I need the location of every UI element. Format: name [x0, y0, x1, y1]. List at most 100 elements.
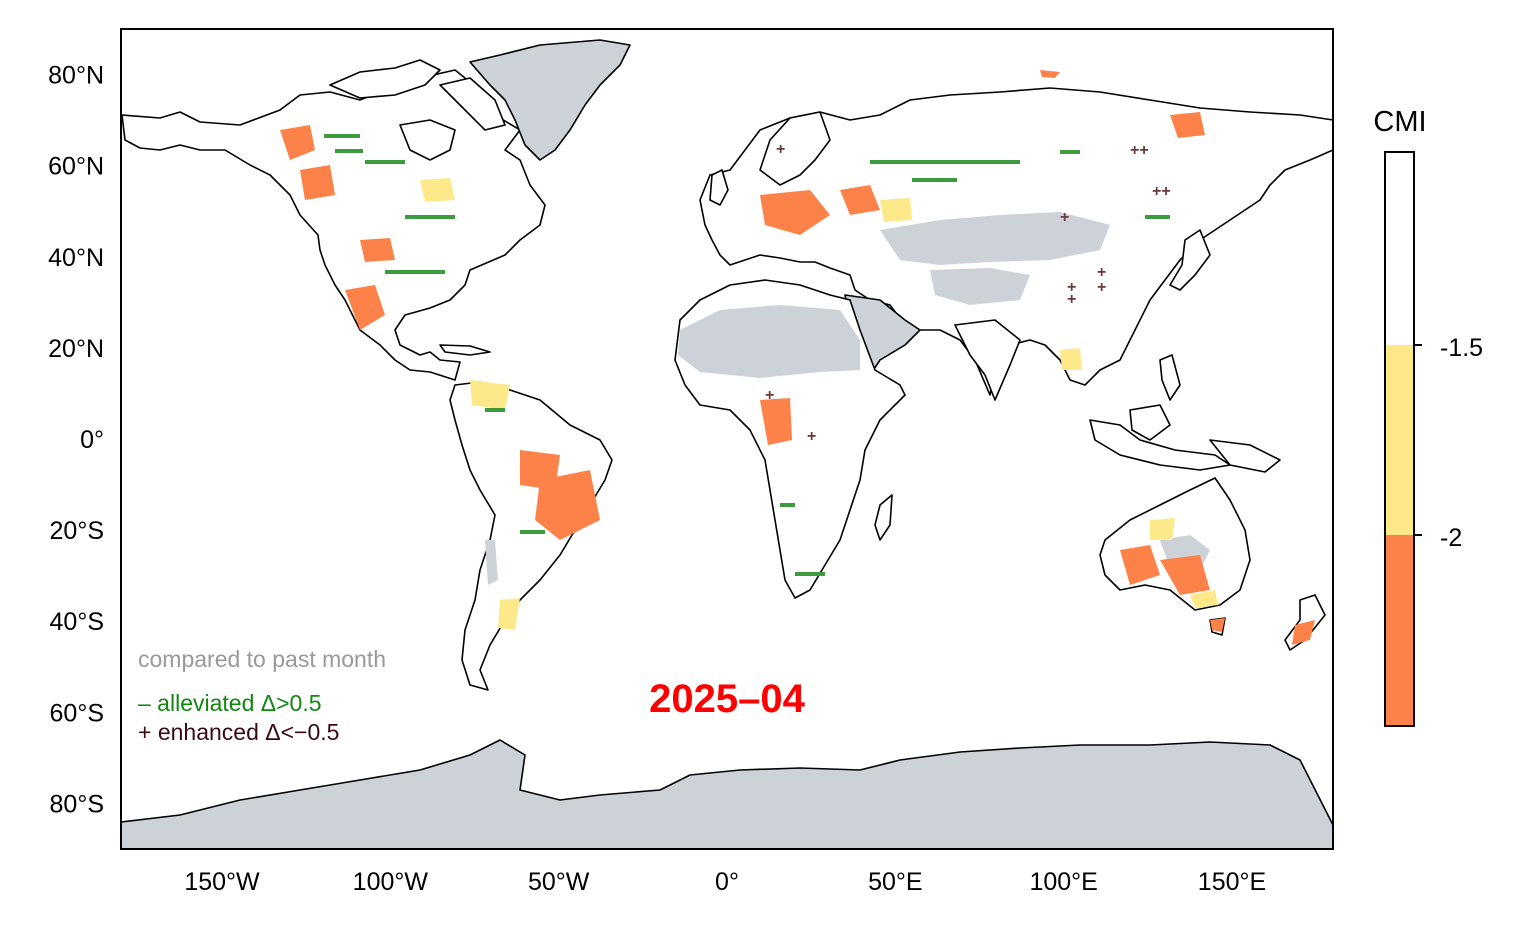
cmi-moderate-layer — [420, 178, 1218, 630]
latitude-tick-label: 20°S — [50, 517, 104, 545]
baffin-island — [439, 77, 506, 131]
borneo — [1129, 404, 1171, 441]
latitude-tick-label: 20°N — [48, 335, 104, 363]
longitude-tick-label: 150°E — [1198, 868, 1266, 896]
cmi-patch — [1120, 545, 1160, 585]
alleviated-legend: – alleviated Δ>0.5 — [138, 690, 322, 716]
cmi-patch — [1040, 70, 1060, 78]
colorbar-tick-label: -2 — [1440, 524, 1462, 552]
latitude-tick-label: 60°N — [48, 153, 104, 181]
cmi-patch — [1060, 348, 1082, 370]
enhanced-marker: + — [807, 428, 816, 445]
cmi-patch — [1210, 618, 1225, 632]
latitude-tick-label: 40°S — [50, 608, 104, 636]
enhanced-marker: + — [776, 141, 785, 158]
longitude-tick-label: 0° — [715, 868, 739, 896]
latitude-tick-label: 60°S — [50, 699, 104, 727]
enhanced-marker: + — [765, 387, 774, 404]
longitude-tick-label: 100°W — [353, 868, 429, 896]
cmi-patch — [1160, 555, 1210, 595]
enhanced-markers: + ++ ++ + + + + + + + — [765, 141, 1171, 445]
colorbar: CMI -1.5 -2 — [1373, 106, 1483, 727]
madagascar — [874, 494, 893, 541]
alleviated-marker — [405, 215, 455, 219]
longitude-tick-label: 50°E — [868, 868, 922, 896]
alleviated-marker — [485, 408, 505, 412]
sahara-no-data — [678, 305, 860, 378]
hudson-bay — [399, 119, 456, 161]
enhanced-marker: + — [1067, 291, 1076, 308]
alleviated-marker — [385, 270, 445, 274]
cmi-patch — [1150, 518, 1175, 540]
cmi-patch — [280, 125, 315, 160]
cmi-patch — [1292, 620, 1315, 645]
cuba-island — [439, 344, 491, 356]
cmi-patch — [535, 470, 600, 540]
indian-subcontinent — [954, 319, 1021, 401]
longitude-axis: 150°W 100°W 50°W 0° 50°E 100°E 150°E — [184, 868, 1266, 896]
cmi-patch — [880, 198, 912, 222]
map-frame — [120, 28, 1334, 850]
cmi-patch — [420, 178, 455, 202]
new-guinea — [1209, 439, 1281, 473]
enhanced-marker: + — [1060, 209, 1069, 226]
cmi-patch — [760, 190, 830, 235]
cmi-severe-layer — [280, 70, 1315, 645]
latitude-axis: 80°N 60°N 40°N 20°N 0° 20°S 40°S 60°S 80°S — [48, 62, 104, 819]
cmi-patch — [1190, 590, 1218, 608]
enhanced-marker: ++ — [1130, 142, 1149, 159]
date-label: 2025–04 — [649, 677, 805, 721]
japan — [1169, 229, 1211, 291]
alleviated-marker — [1145, 215, 1170, 219]
comparison-note: compared to past month — [138, 646, 386, 672]
enhanced-marker: ++ — [1152, 183, 1171, 200]
scandinavia — [759, 111, 831, 186]
longitude-tick-label: 50°W — [528, 868, 590, 896]
colorbar-title: CMI — [1373, 106, 1426, 138]
map-area: + ++ ++ + + + + + + + — [121, 29, 1333, 849]
alleviated-marker — [324, 134, 360, 138]
latitude-tick-label: 80°S — [50, 790, 104, 818]
arctic-archipelago — [329, 59, 441, 99]
south-america-landmass — [449, 381, 613, 691]
latitude-tick-label: 40°N — [48, 244, 104, 272]
colorbar-tick-label: -1.5 — [1440, 334, 1483, 362]
great-britain — [709, 169, 729, 206]
alleviated-markers — [324, 134, 1170, 576]
enhanced-marker: + — [1097, 264, 1106, 281]
latitude-tick-label: 80°N — [48, 62, 104, 90]
colorbar-segment-above-minus1-5 — [1385, 152, 1414, 345]
alleviated-marker — [795, 572, 825, 576]
philippines — [1159, 354, 1181, 401]
longitude-tick-label: 100°E — [1029, 868, 1097, 896]
alleviated-marker — [335, 149, 363, 153]
cmi-patch — [360, 238, 395, 262]
enhanced-marker: + — [1067, 279, 1076, 296]
cmi-patch — [1170, 112, 1205, 138]
latitude-tick-label: 0° — [80, 426, 104, 454]
colorbar-frame — [1384, 151, 1415, 727]
enhanced-legend: + enhanced Δ<−0.5 — [138, 719, 339, 745]
cmi-patch — [470, 380, 510, 410]
colorbar-segment-below-minus2 — [1385, 535, 1414, 726]
atacama-no-data — [485, 540, 498, 585]
cmi-patch — [760, 398, 792, 445]
central-asia-no-data — [880, 212, 1110, 265]
alleviated-marker — [520, 530, 545, 534]
cmi-patch — [345, 285, 385, 330]
alleviated-marker — [365, 160, 405, 164]
enhanced-marker: + — [1097, 279, 1106, 296]
antarctica-landmass — [121, 739, 1333, 849]
alleviated-marker — [1060, 150, 1080, 154]
cmi-patch — [300, 165, 335, 200]
alleviated-marker — [780, 503, 795, 507]
longitude-tick-label: 150°W — [184, 868, 260, 896]
cmi-patch — [498, 598, 520, 630]
alleviated-marker — [912, 178, 957, 182]
cmi-patch — [840, 185, 880, 215]
colorbar-segment-minus2-to-minus1-5 — [1385, 345, 1414, 535]
tibet-no-data — [930, 268, 1030, 305]
greenland-landmass — [469, 39, 631, 161]
alleviated-marker — [870, 160, 1020, 164]
